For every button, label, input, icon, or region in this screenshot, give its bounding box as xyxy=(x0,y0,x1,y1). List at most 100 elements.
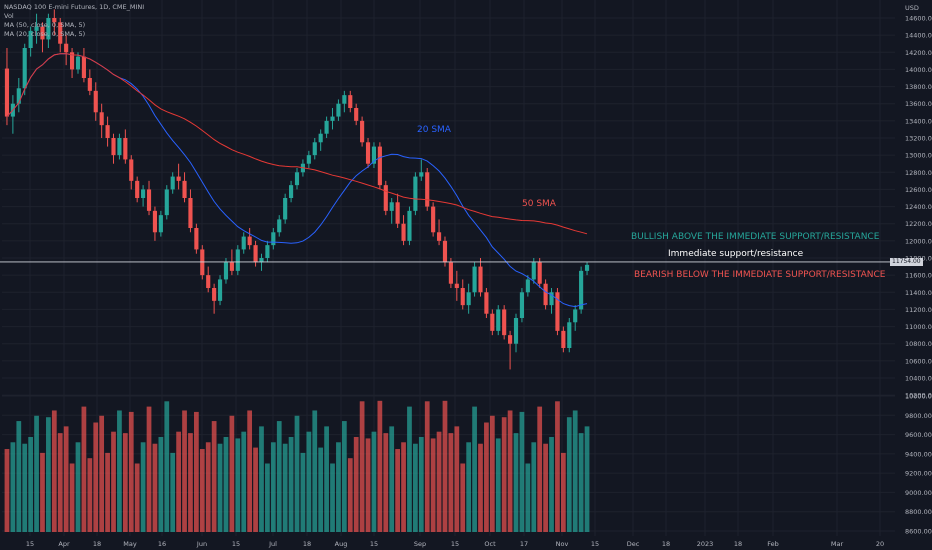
volume-bar xyxy=(40,452,45,532)
volume-bar xyxy=(229,415,235,532)
price-tick-label: 14400.00 xyxy=(905,32,932,40)
time-tick-label: Jun xyxy=(196,540,207,548)
candle-body xyxy=(502,309,507,336)
candle-body xyxy=(573,309,578,323)
volume-bar xyxy=(531,442,537,532)
volume-bar xyxy=(146,406,152,532)
candle-body xyxy=(584,264,590,271)
price-tick-label: 8800.00 xyxy=(905,508,932,516)
time-tick-label: Mar xyxy=(831,540,844,548)
volume-bar xyxy=(63,426,69,532)
price-tick-label: 13000.00 xyxy=(905,152,932,160)
volume-bar xyxy=(158,436,164,532)
legend-vol: Vol xyxy=(4,12,14,20)
candle-body xyxy=(579,270,584,310)
volume-bar xyxy=(105,452,110,532)
volume-bar xyxy=(223,436,229,532)
volume-bar xyxy=(69,463,75,532)
candle-body xyxy=(389,202,394,211)
volume-bar xyxy=(312,410,318,532)
price-tick-label: 10600.00 xyxy=(905,357,932,365)
volume-bar xyxy=(466,442,472,532)
candle-body xyxy=(508,335,513,344)
volume-bar xyxy=(347,458,353,532)
candle-body xyxy=(431,206,436,233)
candle-body xyxy=(543,283,548,306)
volume-bar xyxy=(413,443,418,532)
time-tick-label: Apr xyxy=(58,540,70,548)
volume-bar xyxy=(478,443,483,532)
candle-body xyxy=(436,232,442,241)
candle-body xyxy=(490,313,495,331)
volume-bar xyxy=(472,406,477,532)
candle-body xyxy=(75,56,81,70)
candle-body xyxy=(188,198,193,228)
volume-bar xyxy=(205,442,211,532)
candle-body xyxy=(111,138,116,156)
time-tick-label: Sep xyxy=(414,540,426,548)
candle-body xyxy=(146,189,152,211)
volume-bar xyxy=(300,452,306,532)
candle-body xyxy=(117,138,122,156)
price-tick-label: 10200.00 xyxy=(905,392,932,400)
volume-bar xyxy=(170,452,176,532)
candle-body xyxy=(312,142,317,156)
candle-body xyxy=(99,112,104,126)
volume-bar xyxy=(28,436,34,532)
candle-body xyxy=(318,133,323,143)
candle-body xyxy=(176,176,181,181)
candle-body xyxy=(277,219,282,233)
candle-body xyxy=(164,189,169,216)
volume-bar xyxy=(318,447,324,532)
volume-bar xyxy=(128,411,134,532)
candle-body xyxy=(235,249,240,271)
candle-body xyxy=(229,262,234,271)
candle-body xyxy=(194,228,199,250)
volume-bar xyxy=(134,463,140,532)
volume-bar xyxy=(395,449,400,532)
volume-bar xyxy=(140,442,146,532)
volume-bar xyxy=(122,433,128,532)
volume-bar xyxy=(247,410,253,532)
price-tick-label: 14000.00 xyxy=(905,66,932,74)
volume-bar xyxy=(454,426,460,532)
candle-body xyxy=(365,142,371,164)
time-tick-label: Oct xyxy=(484,540,496,548)
volume-bar xyxy=(484,422,489,532)
price-tick-label: 11400.00 xyxy=(905,289,932,297)
candle-body xyxy=(22,48,27,89)
price-tick-label: 12000.00 xyxy=(905,237,932,245)
candle-body xyxy=(123,138,128,160)
time-tick-label: Feb xyxy=(767,540,779,548)
candle-body xyxy=(567,322,572,348)
volume-bar xyxy=(389,426,395,532)
price-tick-label: 14600.00 xyxy=(905,15,932,23)
candle-body xyxy=(561,330,566,348)
volume-bar xyxy=(111,431,116,532)
price-tick-label: 13800.00 xyxy=(905,83,932,91)
candle-body xyxy=(354,108,359,121)
volume-bar xyxy=(365,438,371,532)
legend-ma50: MA (50, close, 0, SMA, 5) xyxy=(4,21,86,29)
time-tick-label: 15 xyxy=(451,540,459,548)
candle-body xyxy=(105,125,110,138)
volume-bar xyxy=(10,442,16,532)
candle-body xyxy=(330,116,335,121)
candle-body xyxy=(513,318,519,344)
volume-bar xyxy=(543,443,548,532)
volume-bar xyxy=(418,436,424,532)
candle-body xyxy=(460,288,465,306)
volume-bar xyxy=(448,433,454,532)
candle-body xyxy=(478,266,483,293)
candle-body xyxy=(289,185,294,198)
support-price-tag: 11754.00 xyxy=(890,258,923,266)
candle-body xyxy=(241,236,246,250)
time-tick-label: 2023 xyxy=(697,540,714,548)
time-tick-label: 15 xyxy=(370,540,378,548)
volume-bar xyxy=(555,401,560,532)
candle-body xyxy=(348,95,353,108)
time-tick-label: 15 xyxy=(26,540,34,548)
volume-bar xyxy=(294,415,300,532)
time-tick-label: 17 xyxy=(520,540,528,548)
volume-bar xyxy=(259,426,264,532)
